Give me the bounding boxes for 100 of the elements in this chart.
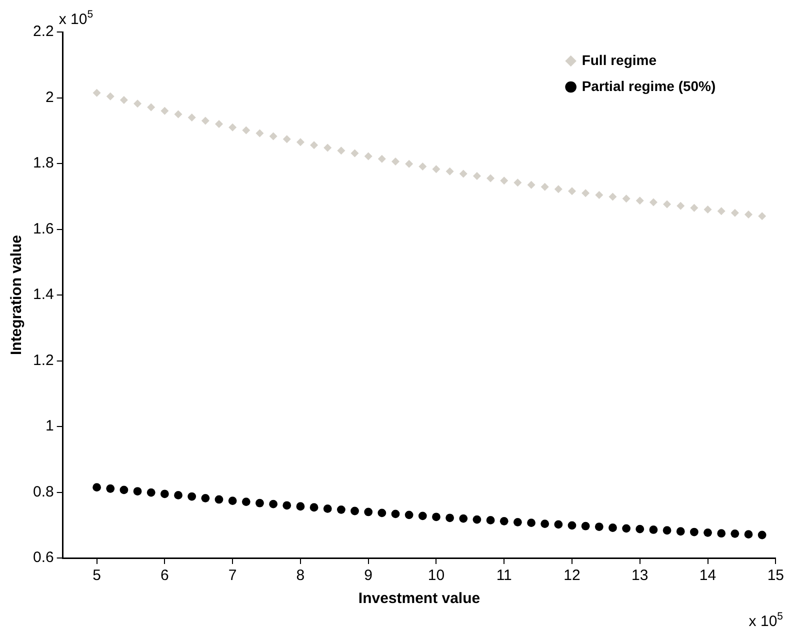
y-tick-label: 0.8	[32, 483, 54, 500]
point	[554, 520, 563, 529]
point	[595, 191, 604, 200]
point	[608, 524, 617, 532]
point	[201, 116, 210, 125]
point	[568, 187, 576, 196]
point	[744, 530, 753, 539]
point	[758, 530, 766, 540]
point	[188, 492, 196, 501]
y-tick-label: 2	[46, 88, 54, 106]
point	[432, 512, 440, 522]
point	[256, 498, 264, 508]
point	[744, 210, 753, 218]
point	[147, 103, 156, 112]
point	[676, 527, 685, 536]
x-tick-label: 8	[296, 567, 305, 584]
point	[649, 526, 658, 534]
point	[676, 202, 685, 210]
point	[649, 198, 658, 206]
point	[310, 141, 318, 150]
point	[446, 514, 454, 522]
point	[310, 503, 318, 512]
point	[513, 518, 522, 526]
point	[324, 144, 332, 152]
point	[391, 158, 400, 166]
point	[92, 88, 101, 97]
y-tick-label: 1.6	[32, 220, 54, 238]
point	[337, 146, 346, 155]
point	[472, 172, 481, 180]
x-tick-label: 11	[496, 567, 512, 584]
point	[188, 113, 196, 122]
point	[296, 502, 305, 511]
y-axis-title: Integration value	[8, 234, 26, 356]
point	[242, 126, 250, 134]
point	[730, 208, 739, 217]
point	[459, 170, 468, 178]
point	[391, 510, 400, 518]
point	[704, 206, 712, 214]
point	[214, 120, 223, 128]
point	[174, 110, 182, 118]
point	[160, 490, 169, 498]
y-tick-label: 1.4	[32, 286, 54, 304]
x-axis-title: Investment value	[358, 590, 480, 608]
point	[500, 516, 508, 526]
point	[405, 160, 414, 168]
point	[146, 488, 156, 497]
point	[323, 504, 332, 513]
point	[690, 204, 698, 212]
point	[594, 522, 604, 531]
point	[704, 528, 712, 537]
point	[269, 132, 278, 140]
point	[662, 526, 672, 535]
point	[378, 154, 386, 163]
point	[608, 192, 617, 201]
point	[106, 92, 114, 100]
point	[582, 189, 590, 198]
point	[622, 194, 630, 203]
x-tick-label: 12	[564, 567, 580, 584]
point	[269, 500, 278, 508]
point	[527, 518, 536, 528]
point	[134, 100, 142, 108]
point	[418, 162, 427, 170]
x-tick-label: 13	[632, 567, 648, 584]
point	[160, 106, 169, 115]
point	[120, 96, 128, 104]
point	[201, 494, 210, 502]
point	[500, 176, 508, 185]
point	[228, 123, 237, 132]
x-tick-label: 15	[767, 567, 784, 584]
point	[486, 516, 495, 524]
x-tick-label: 6	[160, 567, 169, 584]
point	[364, 152, 372, 160]
point	[514, 178, 522, 187]
point	[527, 180, 536, 189]
point	[459, 514, 468, 523]
point	[296, 138, 304, 146]
point	[568, 521, 576, 530]
point	[540, 520, 550, 528]
point	[378, 508, 386, 518]
y-tick-label: 2.2	[32, 23, 54, 40]
point	[120, 486, 128, 494]
point	[581, 522, 590, 530]
point	[174, 491, 182, 500]
point	[364, 508, 373, 516]
x-tick-label: 10	[428, 567, 445, 584]
legend-label: Full regime	[582, 52, 657, 68]
x-tick-label: 9	[364, 567, 373, 584]
point	[92, 483, 101, 492]
point	[432, 165, 440, 174]
point	[228, 496, 237, 505]
point	[730, 529, 740, 538]
point	[690, 528, 698, 536]
y-tick-label: 1	[46, 418, 54, 435]
y-tick-label: 0.6	[32, 549, 54, 566]
x-tick-label: 5	[92, 567, 101, 584]
point	[663, 200, 672, 208]
point	[636, 196, 644, 205]
point	[350, 149, 359, 158]
x-tick-label: 14	[699, 567, 716, 584]
point	[418, 512, 427, 520]
